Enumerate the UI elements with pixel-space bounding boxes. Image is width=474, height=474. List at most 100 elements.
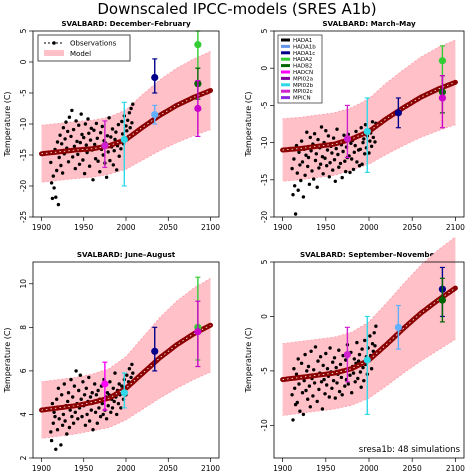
observation-point: [350, 157, 354, 161]
observation-point: [57, 417, 61, 421]
observation-point: [130, 362, 134, 367]
y-tick-label: -5: [260, 367, 269, 375]
model-band: [41, 51, 211, 183]
observation-point: [75, 139, 79, 144]
observation-point: [361, 140, 365, 145]
band-upper-edge: [41, 51, 211, 126]
observation-point: [353, 380, 357, 384]
observation-point: [356, 376, 360, 381]
observation-point: [318, 355, 323, 359]
figure-title: Downscaled IPCC-models (SRES A1b): [97, 0, 376, 18]
x-tick-label: 1900: [273, 464, 292, 473]
observation-point: [100, 124, 105, 129]
observation-point: [61, 412, 66, 417]
observation-point: [81, 380, 85, 384]
observation-point: [306, 397, 310, 401]
observation-point: [305, 369, 309, 373]
observation-point: [86, 117, 90, 121]
observation-point: [321, 363, 325, 368]
legend-band-swatch: [44, 50, 64, 56]
observation-point: [98, 170, 102, 174]
observation-point: [125, 129, 129, 133]
observation-point: [66, 160, 71, 164]
y-tick-label: -15: [260, 173, 269, 185]
x-tick-label: 1900: [32, 464, 51, 473]
observation-point: [316, 137, 320, 142]
observation-point: [91, 178, 95, 182]
y-tick-label: -20: [19, 180, 28, 192]
observation-point: [56, 202, 61, 207]
observation-point: [330, 386, 334, 390]
legend-label: MPI02a: [293, 76, 313, 82]
panel-title: SVALBARD: September–November: [300, 250, 438, 259]
legend-label: HADA1: [293, 38, 312, 44]
observation-point: [370, 120, 375, 124]
model-trend-dots: [41, 324, 211, 411]
legend-swatch: [281, 64, 290, 68]
observation-point: [65, 432, 69, 436]
observation-point: [108, 158, 112, 163]
observation-point: [358, 147, 363, 151]
observation-point: [325, 383, 329, 387]
band-lower-edge: [41, 129, 211, 183]
observation-point: [91, 428, 95, 432]
observation-point: [115, 168, 119, 172]
observation-point: [49, 160, 53, 165]
observation-point: [368, 334, 372, 338]
observation-point: [111, 386, 116, 390]
observation-point: [66, 391, 71, 395]
model-point: [120, 389, 128, 397]
observation-point: [373, 140, 377, 144]
legend-label: Observations: [70, 40, 117, 48]
observation-point: [315, 399, 319, 404]
observation-point: [93, 382, 97, 386]
observation-point: [333, 179, 337, 183]
observation-point: [56, 386, 61, 390]
observation-point: [125, 373, 129, 377]
observation-point: [113, 371, 117, 375]
observation-point: [50, 401, 55, 406]
observation-point: [318, 162, 323, 166]
band-upper-edge: [282, 39, 456, 120]
observation-point: [361, 365, 365, 370]
y-tick-label: 4: [19, 412, 28, 417]
observation-point: [344, 358, 348, 362]
observation-point: [53, 414, 57, 419]
observation-point: [106, 404, 110, 408]
observation-point: [94, 121, 99, 126]
observation-point: [60, 423, 65, 427]
observation-point: [323, 156, 327, 160]
y-tick-label: -20: [260, 211, 269, 223]
observation-point: [325, 164, 329, 168]
legend-swatch: [281, 83, 290, 87]
observation-point: [299, 178, 303, 183]
observation-point: [335, 381, 339, 385]
observation-point: [325, 367, 330, 371]
observation-point: [93, 410, 98, 414]
observation-point: [66, 399, 70, 404]
panels: SVALBARD: December–February Temperature (…: [3, 19, 465, 473]
observation-point: [293, 212, 298, 216]
observation-point: [293, 386, 297, 390]
observation-point: [129, 375, 133, 380]
observation-point: [120, 132, 125, 136]
panel-title: SVALBARD: December–February: [61, 19, 191, 28]
observation-point: [339, 375, 344, 380]
band-upper-edge: [41, 277, 211, 383]
observation-point: [292, 367, 296, 371]
observation-point: [127, 111, 132, 115]
observation-point: [60, 171, 65, 175]
observation-point: [343, 159, 347, 163]
observation-point: [363, 123, 368, 127]
observation-point: [129, 106, 133, 111]
legend-label: MPI02c: [293, 89, 313, 95]
observation-point: [82, 393, 87, 397]
observation-point: [367, 151, 371, 155]
observation-point: [294, 372, 299, 376]
observation-point: [348, 170, 352, 175]
y-tick-label: 0: [19, 59, 28, 64]
observation-point: [309, 349, 313, 353]
observation-point: [51, 421, 55, 425]
observation-point: [342, 133, 346, 137]
observation-point: [373, 344, 377, 348]
